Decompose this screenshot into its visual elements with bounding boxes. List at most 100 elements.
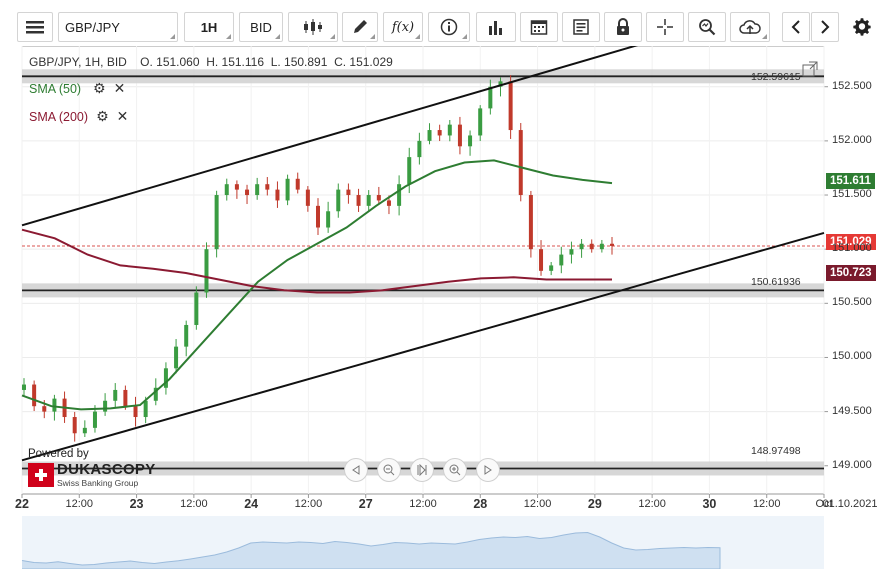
candle-body <box>589 243 594 250</box>
candle-body <box>610 243 614 246</box>
candle-body <box>366 195 371 206</box>
timeframe-selector[interactable]: 1H <box>184 12 234 42</box>
y-tick-label: 150.000 <box>832 350 872 363</box>
candle-body <box>427 130 432 141</box>
price-chart[interactable] <box>0 46 885 569</box>
y-tick-label: 150.500 <box>832 296 872 309</box>
chart-type-button[interactable] <box>288 12 338 42</box>
candle-body <box>386 200 391 206</box>
settings-button[interactable] <box>846 12 878 42</box>
candle-body <box>488 86 493 109</box>
candle-body <box>376 195 381 201</box>
x-tick-label: Oct <box>815 498 833 510</box>
sma200-line <box>21 228 612 294</box>
swiss-cross-icon <box>28 462 54 487</box>
volume-button[interactable] <box>476 12 516 42</box>
bar-chart-icon <box>489 21 502 35</box>
reset-button[interactable] <box>410 458 434 482</box>
sma200-price-badge: 150.723 <box>826 265 876 281</box>
next-button[interactable] <box>811 12 839 42</box>
x-tick-label: 30 <box>702 497 717 511</box>
zoom-button[interactable] <box>688 12 726 42</box>
sma200-label: SMA (200) <box>29 109 89 124</box>
x-tick-label: 22 <box>15 497 29 511</box>
candle-body <box>133 406 138 418</box>
cloud-upload-icon <box>739 20 761 34</box>
brand-sub: Swiss Banking Group <box>57 478 139 488</box>
menu-button[interactable] <box>17 12 53 42</box>
zoom-in-button[interactable] <box>443 458 467 482</box>
x-tick-label: 12:00 <box>523 498 552 510</box>
y-tick-label: 149.000 <box>832 458 872 471</box>
candle-body <box>539 249 544 271</box>
sma50-close-icon[interactable]: ✕ <box>113 80 126 96</box>
dukascopy-watermark: Powered by DUKASCOPY Swiss Banking Group <box>28 448 156 488</box>
function-button[interactable]: f(x) <box>383 12 423 42</box>
upload-button[interactable] <box>730 12 770 42</box>
candle-body <box>204 249 209 293</box>
sma200-gear-icon[interactable]: ⚙ <box>96 108 109 124</box>
lock-icon <box>617 18 629 35</box>
candle-body <box>103 400 108 412</box>
y-tick-label: 149.500 <box>832 404 872 417</box>
news-button[interactable] <box>562 12 600 42</box>
candle-body <box>32 384 37 407</box>
x-tick-label: 12:00 <box>294 498 323 510</box>
draw-button[interactable] <box>342 12 378 42</box>
timeframe-label: 1H <box>200 19 218 35</box>
level-label-bottom: 148.97498 <box>751 445 801 457</box>
x-tick-label: 24 <box>244 497 259 511</box>
lock-button[interactable] <box>604 12 642 42</box>
candle-body <box>214 195 219 250</box>
upper-trendline <box>21 46 639 227</box>
price-side-selector[interactable]: BID <box>239 12 283 42</box>
popout-icon[interactable] <box>802 61 818 82</box>
level-label-top: 152.59615 <box>751 71 801 83</box>
y-tick-label: 151.500 <box>832 188 872 201</box>
x-tick-label: 28 <box>473 497 488 511</box>
candle-body <box>295 178 300 190</box>
candle-body <box>599 243 604 250</box>
candle-body <box>447 124 452 136</box>
x-tick-label: 12:00 <box>638 498 666 510</box>
candle-body <box>194 292 199 325</box>
scroll-left-button[interactable] <box>344 458 368 482</box>
candle-body <box>285 178 290 201</box>
prev-button[interactable] <box>782 12 810 42</box>
candle-body <box>92 411 97 428</box>
candle-body <box>113 389 118 401</box>
candle-body <box>143 400 148 418</box>
zoom-icon <box>699 19 716 36</box>
brand-name: DUKASCOPY <box>57 461 156 478</box>
candle-body <box>265 184 270 190</box>
sma200-close-icon[interactable]: ✕ <box>116 108 129 124</box>
candle-body <box>326 211 331 228</box>
candle-body <box>397 184 402 206</box>
calendar-icon <box>530 20 548 35</box>
crosshair-button[interactable] <box>646 12 684 42</box>
symbol-selector[interactable]: GBP/JPY <box>58 12 178 42</box>
chart-area[interactable]: GBP/JPY, 1H, BID O. 151.060 H. 151.116 L… <box>0 46 885 569</box>
triangle-right-icon <box>484 465 492 475</box>
toolbar: GBP/JPY 1H BID f(x) <box>0 8 885 46</box>
x-tick-label: 23 <box>129 497 144 511</box>
calendar-button[interactable] <box>520 12 558 42</box>
zoom-out-button[interactable] <box>377 458 401 482</box>
candle-body <box>72 417 77 434</box>
candle-body <box>224 184 229 196</box>
y-tick-label: 152.500 <box>832 79 872 92</box>
sma50-gear-icon[interactable]: ⚙ <box>93 80 106 96</box>
reset-icon <box>417 464 427 476</box>
sma50-price-badge: 151.611 <box>826 173 875 189</box>
x-tick-label: 12:00 <box>180 498 208 510</box>
candle-body <box>234 184 239 190</box>
candle-body <box>22 384 26 390</box>
candle-body <box>255 184 260 196</box>
lower-trendline <box>21 231 825 462</box>
candle-body <box>407 157 412 185</box>
candle-body <box>569 249 574 255</box>
candle-body <box>346 189 351 196</box>
scroll-right-button[interactable] <box>476 458 500 482</box>
candle-body <box>184 324 189 347</box>
info-button[interactable] <box>428 12 470 42</box>
